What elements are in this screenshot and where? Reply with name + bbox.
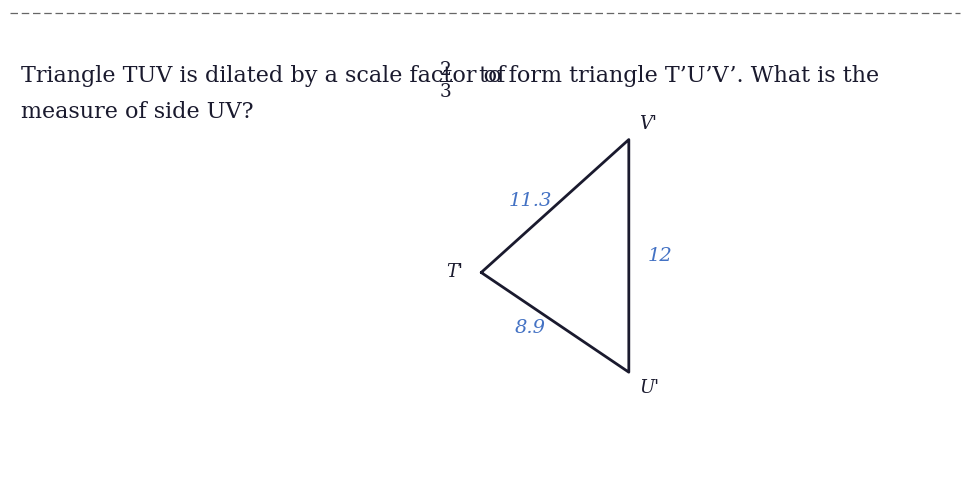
Text: 8.9: 8.9 — [514, 319, 545, 336]
Text: V': V' — [639, 115, 656, 133]
Text: $\mathregular{\frac{2}{3}}$: $\mathregular{\frac{2}{3}}$ — [439, 61, 453, 101]
Text: Triangle TUV is dilated by a scale factor of: Triangle TUV is dilated by a scale facto… — [21, 65, 513, 87]
Text: to form triangle T’U’V’. What is the: to form triangle T’U’V’. What is the — [472, 65, 879, 87]
Text: 11.3: 11.3 — [508, 192, 551, 210]
Text: T': T' — [446, 264, 463, 281]
Text: 12: 12 — [647, 247, 672, 265]
Text: measure of side UV?: measure of side UV? — [21, 101, 254, 123]
Text: U': U' — [639, 379, 659, 397]
